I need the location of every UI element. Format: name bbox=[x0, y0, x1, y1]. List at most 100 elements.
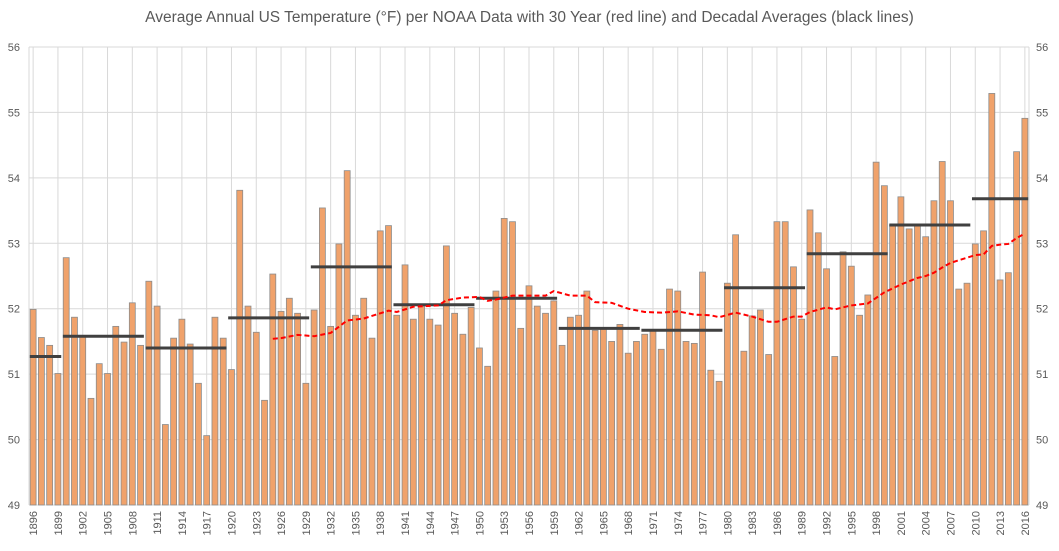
x-tick-label: 1932 bbox=[326, 511, 338, 535]
x-tick-label: 1959 bbox=[549, 511, 561, 535]
bar-1938 bbox=[376, 230, 384, 506]
x-tick-label: 1911 bbox=[152, 511, 164, 535]
bar-1902 bbox=[79, 336, 87, 506]
bar-1995 bbox=[847, 265, 855, 506]
bar-2003 bbox=[914, 225, 921, 506]
bar-1897 bbox=[38, 337, 45, 506]
bar-1941 bbox=[401, 264, 409, 506]
bar-1991 bbox=[814, 232, 822, 506]
bar-1904 bbox=[95, 363, 103, 506]
y-tick-label: 51 bbox=[8, 369, 20, 381]
bar-1920 bbox=[228, 369, 235, 506]
x-tick-label: 1977 bbox=[698, 511, 710, 535]
bar-1968 bbox=[624, 352, 632, 506]
bar-1987 bbox=[781, 221, 789, 506]
bar-1930 bbox=[310, 309, 318, 506]
bar-1900 bbox=[62, 257, 70, 506]
bar-1946 bbox=[442, 245, 450, 506]
bar-1992 bbox=[823, 268, 830, 506]
x-tick-label: 1905 bbox=[103, 511, 115, 535]
y-tick-label-right: 55 bbox=[1036, 107, 1048, 119]
bar-2002 bbox=[905, 228, 913, 506]
bar-1935 bbox=[352, 314, 359, 506]
bar-1936 bbox=[360, 297, 368, 506]
x-tick-label: 2004 bbox=[921, 511, 933, 535]
x-tick-label: 1953 bbox=[499, 511, 511, 535]
bar-1976 bbox=[690, 342, 698, 506]
x-tick-label: 1998 bbox=[871, 511, 883, 535]
x-tick-label: 1947 bbox=[450, 511, 462, 535]
chart-title: Average Annual US Temperature (°F) per N… bbox=[145, 9, 914, 26]
bar-1921 bbox=[236, 189, 244, 506]
x-tick-label: 1971 bbox=[648, 511, 660, 535]
bar-1959 bbox=[550, 300, 558, 506]
bar-1957 bbox=[533, 305, 541, 506]
bar-1979 bbox=[715, 380, 723, 506]
y-tick-label-right: 51 bbox=[1036, 369, 1048, 381]
y-tick-label: 50 bbox=[8, 435, 20, 447]
x-tick-label: 1983 bbox=[747, 511, 759, 535]
bar-2011 bbox=[980, 230, 987, 506]
bar-2010 bbox=[971, 243, 979, 506]
bar-1975 bbox=[682, 341, 690, 506]
bar-1924 bbox=[261, 399, 268, 506]
x-tick-label: 1935 bbox=[350, 511, 362, 535]
bar-1916 bbox=[195, 382, 202, 506]
bar-1907 bbox=[120, 341, 128, 506]
x-tick-label: 1980 bbox=[722, 511, 734, 535]
y-tick-label: 56 bbox=[8, 42, 20, 54]
x-tick-label: 1992 bbox=[822, 511, 834, 535]
bar-1982 bbox=[740, 350, 748, 506]
y-tick-label-right: 54 bbox=[1036, 173, 1048, 185]
bar-1922 bbox=[244, 305, 252, 506]
bar-1967 bbox=[616, 324, 624, 506]
bar-1939 bbox=[385, 225, 392, 506]
y-tick-label: 49 bbox=[8, 500, 20, 512]
y-tick-label: 54 bbox=[8, 173, 20, 185]
bar-1923 bbox=[252, 331, 260, 506]
bar-1980 bbox=[723, 282, 731, 506]
x-tick-label: 1956 bbox=[524, 511, 536, 535]
x-tick-label: 1950 bbox=[474, 511, 486, 535]
x-tick-label: 1965 bbox=[598, 511, 610, 535]
bar-2001 bbox=[897, 196, 905, 506]
y-tick-label: 52 bbox=[8, 304, 20, 316]
bar-1970 bbox=[641, 333, 649, 506]
bar-1913 bbox=[170, 337, 178, 506]
bar-1914 bbox=[178, 318, 186, 506]
bar-1933 bbox=[335, 243, 343, 506]
y-tick-label-right: 50 bbox=[1036, 435, 1048, 447]
bar-1949 bbox=[467, 307, 475, 506]
x-tick-label: 1902 bbox=[78, 511, 90, 535]
bar-1925 bbox=[269, 273, 277, 506]
bar-1944 bbox=[426, 318, 434, 506]
bar-1988 bbox=[790, 266, 797, 506]
y-tick-label: 53 bbox=[8, 238, 20, 250]
x-tick-label: 2013 bbox=[995, 511, 1007, 535]
x-tick-label: 1995 bbox=[846, 511, 858, 535]
bar-1984 bbox=[757, 309, 764, 506]
rolling-average-line bbox=[272, 232, 1026, 340]
bar-1947 bbox=[451, 312, 458, 506]
bar-1955 bbox=[517, 327, 525, 506]
bar-1972 bbox=[657, 348, 665, 506]
bar-2000 bbox=[889, 224, 897, 506]
bar-1964 bbox=[591, 329, 599, 506]
x-tick-label: 1944 bbox=[425, 511, 437, 535]
bar-1990 bbox=[806, 209, 814, 506]
x-tick-label: 1962 bbox=[574, 511, 586, 535]
x-tick-label: 1929 bbox=[301, 511, 313, 535]
bar-1969 bbox=[633, 341, 640, 506]
bar-1942 bbox=[409, 318, 417, 506]
bar-1908 bbox=[128, 302, 136, 506]
y-tick-label-right: 53 bbox=[1036, 238, 1048, 250]
bar-1919 bbox=[219, 337, 227, 506]
x-tick-label: 1908 bbox=[127, 511, 139, 535]
bar-1996 bbox=[856, 314, 863, 506]
x-tick-label: 1917 bbox=[202, 511, 214, 535]
bar-1951 bbox=[484, 365, 492, 506]
bar-1963 bbox=[583, 290, 591, 506]
x-tick-label: 1896 bbox=[28, 511, 40, 535]
bar-1983 bbox=[748, 315, 756, 506]
bar-1998 bbox=[872, 161, 880, 506]
